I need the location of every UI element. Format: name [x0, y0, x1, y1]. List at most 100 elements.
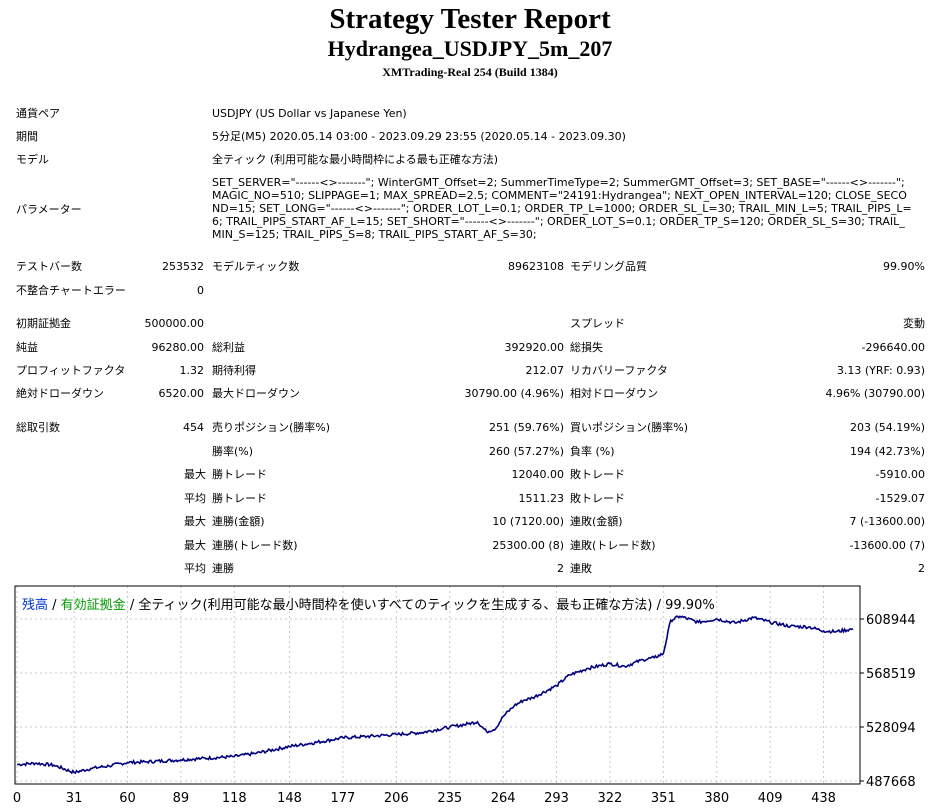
spread-value: 変動 — [903, 317, 925, 330]
avg-loss-value: -1529.07 — [875, 492, 925, 505]
x-tick-label: 206 — [384, 791, 409, 806]
avg-label: 平均 — [184, 562, 206, 575]
x-tick-label: 264 — [491, 791, 516, 806]
model-value: 全ティック (利用可能な最小時間枠による最も正確な方法) — [212, 153, 499, 166]
x-tick-label: 235 — [437, 791, 462, 806]
chart-grid — [15, 586, 860, 784]
pair-label: 通貨ペア — [16, 107, 60, 120]
x-tick-label: 118 — [222, 791, 247, 806]
gross-profit-label: 総利益 — [212, 341, 245, 354]
trades-label: 総取引数 — [16, 421, 60, 434]
balance-chart: 0 31 60 89 118 148 177 206 235 264 293 322 351 380 409… — [13, 585, 916, 806]
cons-loss-cnt-value: -13600.00 (7) — [849, 539, 925, 552]
long-label: 買いポジション(勝率%) — [570, 421, 689, 434]
legend-rest: / 全ティック(利用可能な最小時間枠を使いすべてのティックを生成する、最も正確な… — [125, 598, 715, 613]
x-tick-label: 31 — [66, 791, 83, 806]
pf-value: 1.32 — [179, 364, 205, 377]
x-tick-label: 322 — [598, 791, 623, 806]
expected-label: 期待利得 — [212, 364, 256, 377]
abs-dd-label: 絶対ドローダウン — [16, 387, 104, 400]
win-label: 勝率(%) — [212, 445, 254, 458]
avg-win-value: 1511.23 — [518, 492, 565, 505]
short-label: 売りポジション(勝率%) — [212, 421, 331, 434]
chart-title: 残高 / 有効証拠金 / 全ティック(利用可能な最小時間枠を使いすべてのティック… — [22, 594, 715, 613]
ticks-label: モデルティック数 — [212, 260, 300, 273]
gross-profit-value: 392920.00 — [504, 341, 565, 354]
max-loss-label: 敗トレード — [570, 468, 625, 481]
cons-win-amt-value: 10 (7120.00) — [492, 515, 564, 528]
x-tick-label: 148 — [277, 791, 302, 806]
x-tick-label: 293 — [544, 791, 569, 806]
report-subtitle: Hydrangea_USDJPY_5m_207 — [327, 36, 613, 61]
x-tick-label: 177 — [331, 791, 356, 806]
y-tick-label: 568519 — [866, 667, 916, 682]
max-dd-value: 30790.00 (4.96%) — [464, 387, 564, 400]
loss-value: 194 (42.73%) — [849, 445, 925, 458]
cons-loss-cnt-label: 連敗(トレード数) — [570, 539, 656, 552]
model-label: モデル — [16, 153, 49, 166]
x-tick-label: 89 — [173, 791, 190, 806]
max-win-label: 勝トレード — [212, 468, 267, 481]
short-value: 251 (59.76%) — [488, 421, 564, 434]
max-label: 最大 — [184, 515, 206, 528]
server-info: XMTrading-Real 254 (Build 1384) — [382, 65, 558, 79]
abs-dd-value: 6520.00 — [158, 387, 205, 400]
x-tick-label: 380 — [704, 791, 729, 806]
x-tick-label: 409 — [758, 791, 783, 806]
mismatch-value: 0 — [197, 284, 204, 297]
win-value: 260 (57.27%) — [488, 445, 564, 458]
cons-loss-amt-label: 連敗(金額) — [570, 515, 623, 528]
max-dd-label: 最大ドローダウン — [212, 387, 300, 400]
legend-equity: 有効証拠金 — [60, 598, 126, 613]
expected-value: 212.07 — [525, 364, 565, 377]
bars-label: テストバー数 — [16, 260, 82, 273]
x-tick-label: 438 — [811, 791, 836, 806]
params-label: パラメーター — [16, 203, 82, 216]
chart-ticks: 0 31 60 89 118 148 177 206 235 264 293 322 351 380 409… — [13, 613, 916, 806]
y-tick-label: 487668 — [866, 775, 916, 790]
x-tick-label: 60 — [119, 791, 136, 806]
period-label: 期間 — [16, 130, 38, 143]
net-value: 96280.00 — [151, 341, 205, 354]
max-win-value: 12040.00 — [511, 468, 565, 481]
cons-win-amt-label: 連勝(金額) — [212, 515, 265, 528]
trades-value: 454 — [183, 421, 204, 434]
y-tick-label: 528094 — [866, 721, 916, 736]
legend-balance: 残高 — [22, 598, 49, 613]
quality-label: モデリング品質 — [570, 260, 647, 273]
loss-label: 負率 (%) — [570, 445, 615, 458]
recovery-value: 3.13 (YRF: 0.93) — [836, 364, 925, 377]
deposit-value: 500000.00 — [144, 317, 205, 330]
long-value: 203 (54.19%) — [849, 421, 925, 434]
avg-cons-loss-value: 2 — [918, 562, 925, 575]
bars-value: 253532 — [162, 260, 204, 273]
mismatch-label: 不整合チャートエラー — [16, 284, 126, 297]
rel-dd-label: 相対ドローダウン — [570, 387, 658, 400]
deposit-label: 初期証拠金 — [16, 317, 71, 330]
pf-label: プロフィットファクタ — [16, 364, 126, 377]
ticks-value: 89623108 — [508, 260, 564, 273]
avg-label: 平均 — [184, 492, 206, 505]
max-label: 最大 — [184, 539, 206, 552]
cons-win-cnt-label: 連勝(トレード数) — [212, 539, 298, 552]
avg-cons-win-value: 2 — [557, 562, 564, 575]
y-tick-label: 608944 — [866, 613, 916, 628]
avg-win-label: 勝トレード — [212, 492, 267, 505]
avg-loss-label: 敗トレード — [570, 492, 625, 505]
report-title: Strategy Tester Report — [329, 3, 611, 35]
spread-label: スプレッド — [570, 317, 625, 330]
rel-dd-value: 4.96% (30790.00) — [825, 387, 925, 400]
legend-sep: / — [48, 598, 61, 613]
net-label: 純益 — [16, 341, 38, 354]
quality-value: 99.90% — [883, 260, 925, 273]
cons-win-cnt-value: 25300.00 (8) — [492, 539, 564, 552]
avg-cons-win-label: 連勝 — [212, 562, 234, 575]
params-value: SET_SERVER="------<>-------"; WinterGMT_… — [212, 176, 912, 241]
cons-loss-amt-value: 7 (-13600.00) — [849, 515, 925, 528]
gross-loss-label: 総損失 — [570, 341, 603, 354]
period-value: 5分足(M5) 2020.05.14 03:00 - 2023.09.29 23… — [212, 130, 626, 143]
recovery-label: リカバリーファクタ — [570, 364, 668, 377]
max-label: 最大 — [184, 468, 206, 481]
balance-line — [17, 615, 854, 775]
avg-cons-loss-label: 連敗 — [570, 562, 592, 575]
